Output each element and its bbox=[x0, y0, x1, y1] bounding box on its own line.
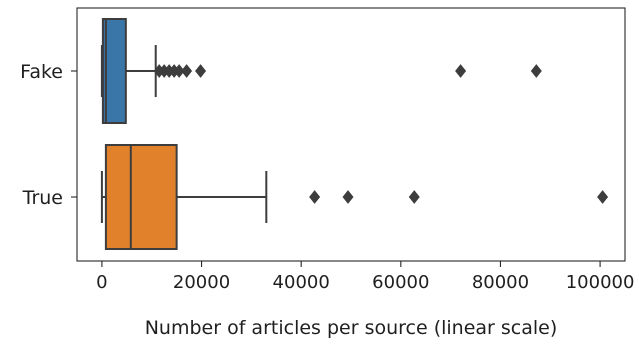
x-tick-label-5: 100000 bbox=[566, 272, 635, 293]
true-outlier-2 bbox=[408, 190, 420, 204]
fake-outlier-4 bbox=[173, 64, 185, 78]
x-tick-label-4: 80000 bbox=[472, 272, 529, 293]
x-tick-label-2: 40000 bbox=[273, 272, 330, 293]
y-axis: Fake True bbox=[20, 61, 77, 209]
fake-box bbox=[101, 18, 127, 124]
x-tick-label-0: 0 bbox=[96, 272, 107, 293]
fake-outlier-7 bbox=[455, 64, 467, 78]
fake-outlier-5 bbox=[181, 64, 193, 78]
x-axis-label: Number of articles per source (linear sc… bbox=[145, 317, 558, 339]
fake-outlier-6 bbox=[195, 64, 207, 78]
boxes-layer bbox=[100, 18, 609, 250]
true-box bbox=[104, 144, 178, 250]
true-outlier-3 bbox=[597, 190, 609, 204]
x-tick-label-3: 60000 bbox=[372, 272, 429, 293]
y-tick-label-fake: Fake bbox=[20, 61, 63, 83]
true-outlier-1 bbox=[342, 190, 354, 204]
x-tick-label-1: 20000 bbox=[173, 272, 230, 293]
y-tick-label-true: True bbox=[22, 187, 63, 209]
true-outlier-0 bbox=[309, 190, 321, 204]
fake-outlier-8 bbox=[530, 64, 542, 78]
x-axis: 0 20000 40000 60000 80000 100000 bbox=[96, 261, 634, 293]
